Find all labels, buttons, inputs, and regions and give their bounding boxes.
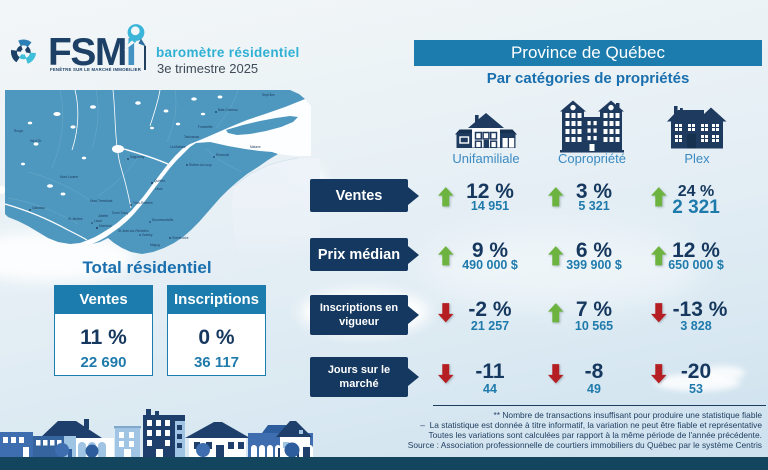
- svg-text:Trois-Rivières: Trois-Rivières: [133, 201, 153, 205]
- svg-text:Sept-Îles: Sept-Îles: [262, 93, 275, 97]
- svg-text:La Malbaie: La Malbaie: [170, 145, 186, 149]
- svg-text:Mont-Tremblant: Mont-Tremblant: [90, 199, 112, 203]
- svg-text:Rouyn: Rouyn: [14, 129, 23, 133]
- svg-text:Magog: Magog: [150, 243, 160, 247]
- svg-text:Rivière-du-Loup: Rivière-du-Loup: [189, 163, 212, 167]
- svg-text:St-Jérôme: St-Jérôme: [68, 217, 83, 221]
- svg-text:Laval: Laval: [94, 219, 102, 223]
- svg-text:Gatineau: Gatineau: [32, 206, 45, 210]
- svg-text:Val-d'Or: Val-d'Or: [30, 139, 42, 143]
- svg-text:Québec: Québec: [154, 179, 166, 183]
- svg-text:St-Jean-sur-Richelieu: St-Jean-sur-Richelieu: [118, 229, 149, 233]
- svg-text:Tadoussac: Tadoussac: [184, 135, 200, 139]
- svg-text:Granby: Granby: [142, 233, 153, 237]
- svg-text:Saguenay: Saguenay: [130, 155, 145, 159]
- svg-text:Rimouski: Rimouski: [216, 153, 229, 157]
- svg-text:Sherbrooke: Sherbrooke: [172, 236, 189, 240]
- svg-text:Drummondville: Drummondville: [152, 218, 173, 222]
- svg-text:Sorel-Tracy: Sorel-Tracy: [112, 211, 129, 215]
- svg-text:Lévis: Lévis: [155, 187, 163, 191]
- svg-text:Baie-Comeau: Baie-Comeau: [218, 108, 238, 112]
- svg-text:Matane: Matane: [250, 145, 261, 149]
- svg-text:Mont-Laurier: Mont-Laurier: [60, 175, 79, 179]
- svg-text:Forestville: Forestville: [198, 125, 213, 129]
- svg-text:Montréal: Montréal: [99, 224, 112, 228]
- svg-text:Joliette: Joliette: [98, 214, 108, 218]
